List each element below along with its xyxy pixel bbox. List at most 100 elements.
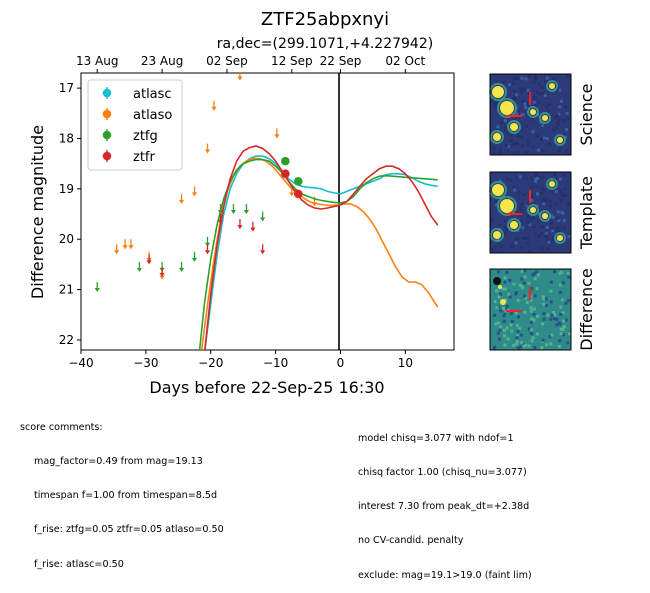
cutout-noise bbox=[496, 125, 500, 129]
lightcurve-plot: −40 −30 −20 −10 0 10 17 18 19 20 21 22 13 Aug 23 Aug 0… bbox=[28, 54, 455, 397]
detection-ztfg bbox=[281, 156, 290, 166]
cutout-noise bbox=[506, 150, 510, 153]
cutout-noise bbox=[536, 273, 540, 277]
cutout-star bbox=[549, 181, 555, 187]
cutout-noise bbox=[513, 89, 516, 93]
cutout-noise bbox=[559, 177, 562, 181]
cutout-noise bbox=[553, 270, 557, 274]
cutout-star-halo bbox=[546, 80, 558, 92]
cutout-noise bbox=[526, 88, 530, 92]
cutout-noise bbox=[524, 343, 528, 347]
cutout-star-halo bbox=[546, 178, 558, 190]
legend-item-ztfg: ztfg bbox=[102, 129, 158, 144]
cutout-noise bbox=[527, 281, 531, 285]
upper-limit-head bbox=[311, 202, 318, 207]
cutout-noise bbox=[507, 292, 511, 296]
cutout-noise bbox=[521, 236, 525, 240]
cutout-noise bbox=[504, 298, 508, 302]
cutout-noise bbox=[537, 82, 541, 86]
cutout-star bbox=[493, 133, 501, 141]
cutout-noise bbox=[493, 245, 497, 249]
cutout-noise bbox=[491, 247, 495, 251]
cutout-noise bbox=[549, 289, 553, 293]
cutout-noise bbox=[551, 215, 555, 219]
cutout-noise bbox=[534, 77, 538, 81]
score-comment-line: f_rise: atlasc=0.50 bbox=[34, 558, 124, 570]
cutout-noise bbox=[502, 329, 506, 332]
cutout-noise bbox=[542, 202, 545, 206]
cutout-noise bbox=[557, 225, 561, 229]
upper-limit-head bbox=[122, 245, 128, 250]
cutout-noise bbox=[516, 134, 520, 138]
x-tick-label: −30 bbox=[133, 356, 158, 370]
cutout-noise bbox=[547, 103, 551, 107]
cutout-noise bbox=[560, 99, 563, 103]
legend-marker bbox=[102, 130, 112, 140]
cutout-noise bbox=[533, 346, 537, 349]
cutout-noise bbox=[509, 100, 513, 104]
cutout-noise bbox=[522, 343, 526, 346]
cutout-noise bbox=[521, 99, 524, 103]
cutout-noise bbox=[514, 241, 518, 245]
cutout-noise bbox=[513, 76, 517, 80]
cutout-noise bbox=[505, 270, 509, 274]
cutout-noise bbox=[510, 133, 514, 137]
cutout-noise bbox=[520, 340, 524, 344]
cutout-noise bbox=[504, 127, 508, 131]
cutout-noise bbox=[544, 196, 548, 200]
cutout-noise bbox=[566, 271, 570, 275]
upper-limit-atlaso bbox=[274, 128, 280, 139]
upper-limit-atlaso bbox=[204, 143, 211, 154]
cutout-noise bbox=[502, 314, 506, 318]
cutout-noise bbox=[506, 144, 510, 148]
cutout-noise bbox=[550, 333, 554, 337]
cutout-noise bbox=[564, 135, 568, 139]
cutout-noise bbox=[537, 148, 541, 152]
cutout-noise bbox=[504, 309, 508, 313]
cutout-noise bbox=[524, 150, 528, 154]
cutout-noise bbox=[564, 301, 568, 305]
cutout-noise bbox=[519, 333, 523, 337]
cutout-noise bbox=[514, 342, 518, 346]
cutout-noise bbox=[541, 91, 545, 95]
cutout-noise bbox=[497, 223, 501, 227]
upper-limit-ztfg bbox=[243, 203, 250, 214]
cutout-noise bbox=[551, 229, 555, 233]
upper-limit-ztfr bbox=[260, 244, 266, 255]
cutout-noise bbox=[549, 342, 553, 346]
cutout-noise bbox=[560, 270, 564, 274]
cutout-noise bbox=[566, 116, 570, 120]
cutout-noise bbox=[520, 285, 524, 289]
cutout-noise bbox=[534, 179, 537, 183]
cutout-noise bbox=[558, 105, 562, 109]
cutout-noise bbox=[537, 234, 541, 238]
cutout-noise bbox=[509, 323, 513, 327]
cutout-noise bbox=[512, 344, 516, 347]
cutout-noise bbox=[520, 88, 524, 92]
cutout-noise bbox=[542, 136, 546, 140]
cutout-noise bbox=[561, 328, 565, 331]
cutout-noise bbox=[503, 287, 507, 291]
cutout-star bbox=[542, 213, 548, 219]
y-tick-label: 18 bbox=[59, 131, 74, 145]
cutout-noise bbox=[545, 76, 549, 80]
model-curve-atlasc bbox=[204, 155, 438, 350]
cutout-star bbox=[557, 137, 563, 143]
cutout-noise bbox=[504, 119, 507, 123]
cutout-noise bbox=[514, 311, 518, 315]
cutout-noise bbox=[540, 246, 543, 250]
cutout-noise bbox=[534, 75, 538, 78]
cutout-star-halo bbox=[527, 204, 539, 216]
upper-limit-atlaso bbox=[128, 239, 134, 250]
cutout-noise bbox=[520, 277, 524, 281]
cutout-noise bbox=[561, 194, 565, 198]
cutout-noise bbox=[517, 191, 521, 195]
x-axis-label: Days before 22-Sep-25 16:30 bbox=[149, 378, 384, 397]
cutout-noise bbox=[557, 229, 561, 233]
cutout-noise bbox=[552, 128, 556, 132]
cutout-noise bbox=[520, 144, 524, 148]
y-tick-label: 21 bbox=[59, 283, 74, 297]
cutout-noise bbox=[524, 296, 528, 300]
cutout-noise bbox=[512, 282, 516, 286]
cutout-noise bbox=[533, 96, 537, 100]
